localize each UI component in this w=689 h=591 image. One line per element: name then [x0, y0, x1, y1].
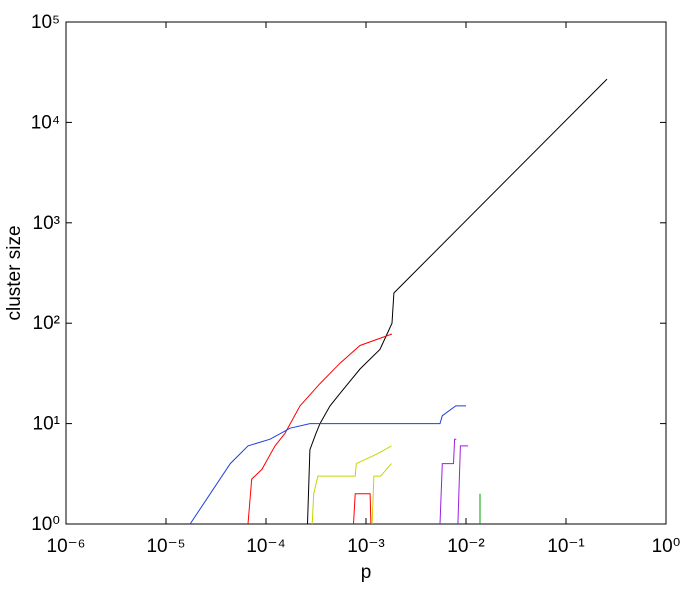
y-tick-label: 10⁵	[31, 12, 60, 33]
series-line	[189, 405, 466, 525]
x-tick-label: 10⁻⁶	[47, 536, 86, 557]
series-line	[353, 493, 372, 525]
x-tick-label: 10⁻³	[347, 536, 385, 557]
x-tick-label: 10⁻²	[447, 536, 485, 557]
series-line	[439, 438, 457, 525]
x-axis-label: p	[361, 562, 372, 583]
series-line	[371, 463, 392, 525]
y-tick-label: 10³	[33, 213, 60, 234]
x-tick-label: 10⁻⁴	[246, 536, 285, 557]
y-tick-label: 10²	[33, 313, 60, 334]
y-tick-label: 10⁴	[31, 112, 60, 133]
series-line	[247, 333, 393, 525]
plot-frame	[65, 21, 667, 525]
series-line	[457, 445, 469, 525]
x-tick-label: 10⁰	[652, 536, 681, 557]
y-tick-label: 10⁰	[31, 514, 60, 535]
series-line	[311, 445, 392, 525]
x-tick-label: 10⁻¹	[547, 536, 585, 557]
series-line	[307, 78, 608, 525]
y-axis-label: cluster size	[4, 225, 25, 320]
y-tick-label: 10¹	[33, 414, 60, 435]
x-tick-label: 10⁻⁵	[146, 536, 185, 557]
